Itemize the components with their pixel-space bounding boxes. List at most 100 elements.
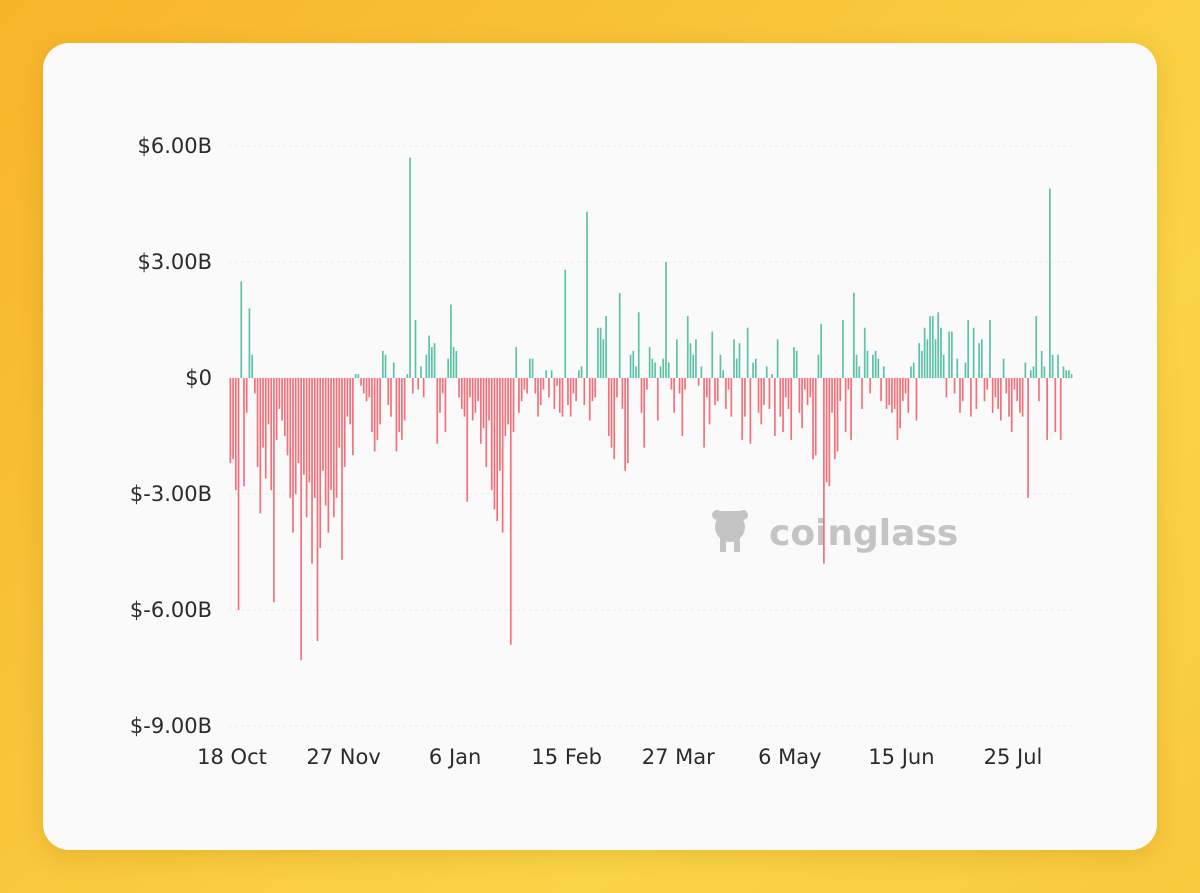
bar: [629, 354, 632, 378]
bar: [774, 378, 776, 436]
bar: [254, 378, 256, 394]
bar: [782, 378, 784, 433]
bar: [262, 378, 264, 448]
bar: [833, 378, 836, 460]
bar: [444, 378, 447, 433]
bar: [561, 378, 564, 417]
bar: [245, 378, 248, 413]
bar: [978, 343, 980, 378]
bar: [256, 378, 259, 467]
bar: [607, 378, 610, 436]
bar: [248, 308, 251, 378]
bar: [493, 378, 496, 510]
bar: [670, 378, 673, 390]
bar: [594, 378, 597, 398]
bar: [237, 378, 240, 610]
bar: [828, 378, 831, 487]
bar: [926, 339, 929, 378]
bar: [499, 378, 501, 471]
bar: [989, 320, 991, 378]
bar: [450, 304, 452, 378]
bar: [409, 157, 411, 378]
bar: [640, 378, 643, 413]
bar: [550, 370, 553, 378]
bar: [572, 378, 575, 394]
bar: [980, 339, 983, 378]
bar: [951, 331, 953, 378]
bar: [1002, 358, 1005, 378]
bar: [376, 378, 379, 440]
bar: [686, 316, 689, 378]
bar: [937, 312, 940, 378]
bar: [662, 358, 665, 378]
bar: [504, 378, 507, 436]
bar: [401, 378, 403, 440]
bar: [509, 378, 512, 645]
bar: [387, 378, 390, 406]
bar: [787, 378, 790, 409]
bar: [820, 323, 823, 378]
bar: [809, 378, 812, 398]
bar: [357, 374, 360, 378]
gridlines: [229, 145, 1073, 727]
bar: [885, 378, 888, 409]
bar: [795, 350, 798, 378]
bar: [460, 378, 463, 409]
bar: [251, 354, 253, 378]
bar: [703, 378, 705, 448]
bar: [289, 378, 292, 498]
bar: [591, 378, 594, 402]
bar: [488, 378, 490, 421]
bar: [313, 378, 316, 498]
bar: [368, 378, 371, 398]
bar: [744, 378, 746, 417]
bar: [425, 354, 428, 378]
bar: [915, 378, 918, 421]
bar: [327, 378, 330, 533]
bar: [855, 354, 858, 378]
bar: [689, 343, 692, 378]
bar: [741, 378, 744, 440]
bar: [942, 354, 945, 378]
bar: [844, 378, 847, 433]
bar: [420, 366, 422, 378]
bar: [1024, 362, 1027, 378]
bar: [343, 378, 346, 467]
bar: [332, 378, 335, 518]
bar: [1046, 378, 1048, 440]
bar: [931, 316, 934, 378]
bar: [763, 378, 765, 406]
bar: [1054, 378, 1057, 433]
bar: [428, 335, 430, 378]
bar: [673, 378, 675, 413]
bar: [725, 378, 727, 409]
bar: [757, 378, 760, 413]
bar: [300, 378, 302, 661]
bar: [716, 378, 719, 402]
bar: [882, 366, 885, 378]
bar: [648, 347, 651, 378]
bar: [588, 378, 591, 421]
bar-chart: coinglass $6.00B $3.00B $0 $-3.00B $-6.00B $-…: [130, 134, 1073, 769]
bar: [259, 378, 262, 514]
bar: [553, 378, 556, 409]
bar: [681, 378, 684, 436]
bar: [1010, 378, 1013, 433]
bar: [735, 358, 738, 378]
bar: [646, 378, 648, 390]
bar: [1057, 354, 1059, 378]
bar: [700, 366, 703, 378]
bar: [1070, 374, 1073, 378]
bar: [863, 327, 866, 378]
bar: [1040, 350, 1043, 378]
bar: [392, 362, 395, 378]
bar: [232, 378, 234, 460]
bar: [558, 378, 561, 413]
bar: [738, 343, 741, 378]
bar: [610, 378, 613, 448]
bar: [803, 378, 806, 390]
bar: [817, 354, 820, 378]
bar: [861, 378, 863, 409]
bar: [264, 378, 267, 479]
bar: [945, 378, 948, 398]
